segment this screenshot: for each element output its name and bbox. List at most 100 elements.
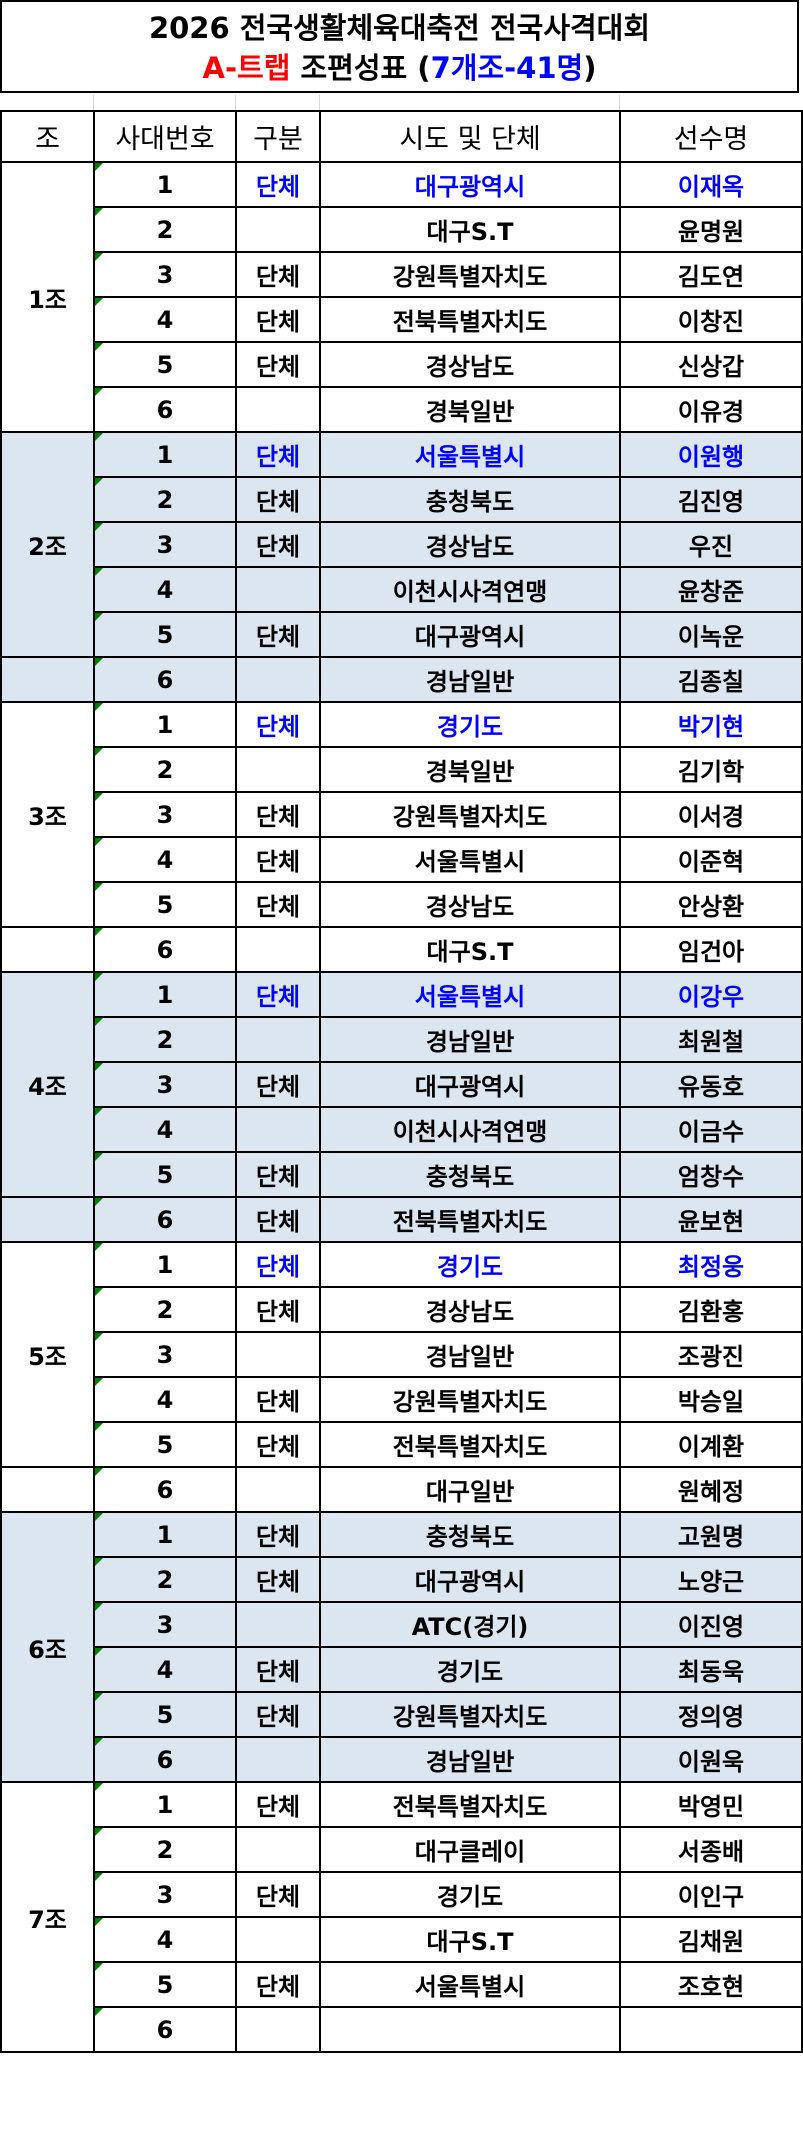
cell-marker-icon (96, 1019, 103, 1026)
player-name: 최정웅 (619, 1241, 803, 1288)
lane-number-text: 6 (156, 2015, 174, 2044)
lane-number-text: 1 (156, 980, 174, 1009)
lane-number: 3 (93, 1601, 237, 1648)
event-name: A-트랩 (202, 51, 291, 85)
group-cell: 2조 (0, 431, 95, 658)
table-row: 5 단체 경상남도 신상갑 (1, 341, 803, 388)
lane-number: 3 (93, 1331, 237, 1378)
cell-marker-icon (96, 1649, 103, 1656)
player-name-text: 박영민 (677, 1793, 745, 1821)
player-name-text: 이강우 (677, 983, 745, 1011)
player-name-text: 엄창수 (677, 1163, 745, 1191)
table-row: 4 단체 서울특별시 이준혁 (1, 836, 803, 883)
lane-number-text: 1 (156, 170, 174, 199)
player-name: 김종칠 (619, 656, 803, 703)
player-name-text: 김종칠 (677, 668, 745, 696)
team-name: 경북일반 (319, 746, 621, 793)
table-row: 3 단체 경상남도 우진 (1, 521, 803, 568)
player-name-text: 이원욱 (677, 1748, 745, 1776)
team-name-text: 서울특별시 (414, 848, 526, 876)
entry-type: 단체 (235, 791, 321, 838)
table-row: 5조 1 단체 경기도 최정웅 (0, 1241, 803, 1468)
entry-type (235, 1466, 321, 1513)
table-row: 5 단체 서울특별시 조호현 (1, 1961, 803, 2008)
cell-marker-icon (96, 1874, 103, 1881)
team-name-text: 경남일반 (425, 668, 515, 696)
team-name-text: 전북특별자치도 (392, 1208, 548, 1236)
team-name-text: 충청북도 (425, 1163, 515, 1191)
entry-type-text: 단체 (255, 1703, 301, 1731)
lane-number-text: 4 (156, 305, 174, 334)
team-name-text: 대구광역시 (414, 623, 526, 651)
player-name: 김환홍 (619, 1286, 803, 1333)
cell-marker-icon (96, 1109, 103, 1116)
lane-number: 2 (93, 206, 237, 253)
team-name: 대구광역시 (319, 1556, 621, 1603)
cell-marker-icon (96, 1829, 103, 1836)
entry-type-text: 단체 (255, 848, 301, 876)
cell-marker-icon (96, 1559, 103, 1566)
table-row: 5 단체 전북특별자치도 이계환 (1, 1421, 803, 1468)
cell-marker-icon (96, 344, 103, 351)
team-name: 경상남도 (319, 881, 621, 928)
entry-type-text: 단체 (255, 623, 301, 651)
player-name: 박승일 (619, 1376, 803, 1423)
entry-type (235, 656, 321, 703)
player-name-text: 이재옥 (677, 173, 745, 201)
player-name: 박영민 (619, 1781, 803, 1828)
cell-marker-icon (96, 1289, 103, 1296)
lane-number-text: 6 (156, 1745, 174, 1774)
lane-number-text: 4 (156, 1925, 174, 1954)
lane-number: 2 (93, 476, 237, 523)
team-name: 경상남도 (319, 341, 621, 388)
lane-number: 4 (93, 1916, 237, 1963)
table-row: 2 대구S.T 윤명원 (1, 206, 803, 253)
player-name: 윤보현 (619, 1196, 803, 1243)
team-name: 경북일반 (319, 386, 621, 433)
table-row: 6 대구S.T 임건아 (0, 926, 803, 973)
team-name-text: 충청북도 (425, 1523, 515, 1551)
team-name: 이천시사격연맹 (319, 566, 621, 613)
player-name: 이원욱 (619, 1736, 803, 1783)
lane-number: 2 (93, 1826, 237, 1873)
entry-type-text: 단체 (255, 1883, 301, 1911)
lane-number: 2 (93, 1286, 237, 1333)
entry-type (235, 746, 321, 793)
spacer-row (0, 95, 800, 110)
cell-marker-icon (96, 1964, 103, 1971)
entry-type: 단체 (235, 1691, 321, 1738)
player-name-text: 박승일 (677, 1388, 745, 1416)
entry-type: 단체 (235, 1961, 321, 2008)
table-row: 6 경남일반 김종칠 (0, 656, 803, 703)
entry-type-text: 단체 (255, 803, 301, 831)
lane-number-text: 4 (156, 1385, 174, 1414)
lane-number-text: 2 (156, 1025, 174, 1054)
team-name: 대구광역시 (319, 611, 621, 658)
table-row: 6조 1 단체 충청북도 고원명 (0, 1511, 803, 1783)
team-name: 경상남도 (319, 521, 621, 568)
lane-number: 6 (93, 2006, 237, 2053)
cell-marker-icon (96, 1469, 103, 1476)
player-name-text: 윤창준 (677, 578, 745, 606)
player-name: 박기현 (619, 701, 803, 748)
cell-marker-icon (96, 299, 103, 306)
title-paren: ) (583, 51, 597, 85)
player-name-text: 우진 (688, 533, 734, 561)
lane-number-text: 1 (156, 1250, 174, 1279)
entry-type (235, 566, 321, 613)
team-name: 강원특별자치도 (319, 251, 621, 298)
player-name-text: 이진영 (677, 1613, 745, 1641)
team-name-text: 경남일반 (425, 1343, 515, 1371)
team-name-text: 전북특별자치도 (392, 1793, 548, 1821)
lane-number: 5 (93, 1691, 237, 1738)
table-row: 4 이천시사격연맹 이금수 (1, 1106, 803, 1153)
cell-marker-icon (96, 479, 103, 486)
lane-number: 4 (93, 836, 237, 883)
table-row: 6 (1, 2006, 803, 2053)
lane-number-text: 6 (156, 665, 174, 694)
cell-marker-icon (96, 1379, 103, 1386)
cell-marker-icon (96, 1919, 103, 1926)
lane-number-text: 1 (156, 440, 174, 469)
team-name-text: 경기도 (436, 1253, 504, 1281)
team-name: 경남일반 (319, 1016, 621, 1063)
